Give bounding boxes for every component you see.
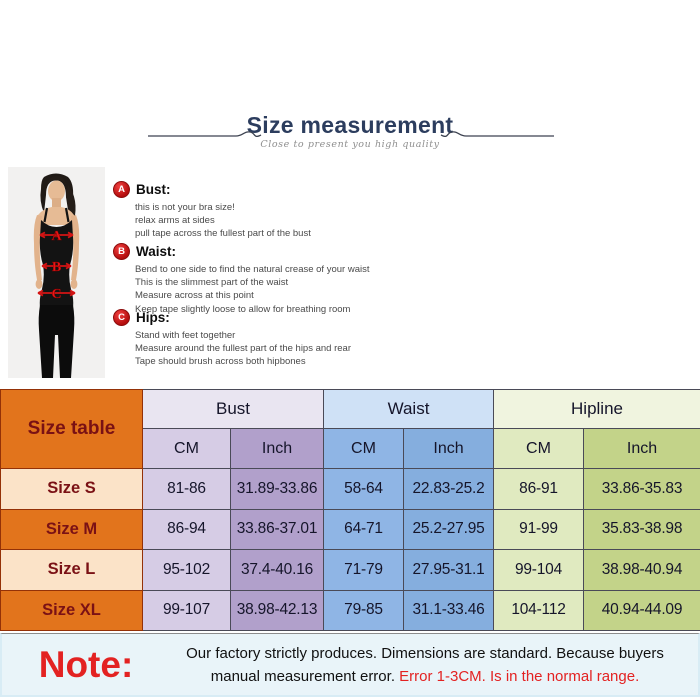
cell-waist-cm: 71-79 <box>323 549 404 591</box>
section-label-bust: Bust: <box>136 182 171 197</box>
badge-a-icon: A <box>113 181 130 198</box>
instruction-line: Measure across at this point <box>135 290 254 302</box>
camisole <box>39 220 74 307</box>
table-row-size-xl: Size XL 99-107 38.98-42.13 79-85 31.1-33… <box>0 589 700 631</box>
table-row-size-s: Size S 81-86 31.89-33.86 58-64 22.83-25.… <box>0 468 700 510</box>
badge-b-icon: B <box>113 243 130 260</box>
right-strap <box>64 207 70 223</box>
instruction-line: Bend to one side to find the natural cre… <box>135 264 370 275</box>
instruction-section-hips: C Hips: Stand with feet together Measure… <box>113 309 351 369</box>
subheader-hipline-inch: Inch <box>582 428 700 469</box>
instruction-section-bust: A Bust: this is not your bra size! relax… <box>113 181 311 241</box>
flourish-left-icon <box>148 131 262 137</box>
face <box>48 180 65 202</box>
cell-bust-inch: 33.86-37.01 <box>230 508 324 550</box>
instruction-line: this is not your bra size! <box>135 202 235 213</box>
pants <box>38 305 75 378</box>
bust-arrow <box>39 231 74 239</box>
row-label: Size S <box>0 468 143 510</box>
page-subtitle: Close to present you high quality <box>260 139 440 150</box>
section-label-hips: Hips: <box>136 310 170 325</box>
instruction-line: This is the slimmest part of the waist <box>135 277 289 289</box>
title-block: Size measurement Close to present you hi… <box>0 112 700 164</box>
instruction-section-waist: B Waist: Bend to one side to find the na… <box>113 243 369 316</box>
column-group-waist: Waist <box>323 389 494 429</box>
page-title: Size measurement <box>246 112 454 138</box>
hair <box>40 173 74 223</box>
table-row-size-m: Size M 86-94 33.86-37.01 64-71 25.2-27.9… <box>0 508 700 550</box>
left-hand <box>35 279 43 289</box>
hips-arrow <box>37 289 76 297</box>
subheader-bust-cm: CM <box>142 428 231 469</box>
row-label: Size XL <box>0 589 143 631</box>
marker-a-label: A <box>51 229 62 244</box>
instruction-line: Stand with feet together <box>135 330 236 341</box>
instruction-line: Tape should brush across both hipbones <box>135 356 306 368</box>
cell-waist-inch: 25.2-27.95 <box>403 508 494 550</box>
left-arm <box>33 215 42 280</box>
section-label-waist: Waist: <box>136 244 176 259</box>
cell-waist-inch: 31.1-33.46 <box>403 589 494 631</box>
cell-bust-cm: 86-94 <box>142 508 231 550</box>
cell-hipline-inch: 40.94-44.09 <box>582 589 700 631</box>
size-table: Size table Bust Waist Hipline CM Inch CM… <box>0 389 700 631</box>
subheader-waist-cm: CM <box>323 428 404 469</box>
cell-waist-inch: 27.95-31.1 <box>403 549 494 591</box>
cell-bust-cm: 95-102 <box>142 549 231 591</box>
cell-waist-cm: 64-71 <box>323 508 404 550</box>
flourish-right-icon <box>440 131 554 137</box>
waist-arrow <box>41 262 72 270</box>
instruction-line: pull tape across the fullest part of the… <box>135 228 311 240</box>
cell-hipline-cm: 91-99 <box>493 508 584 550</box>
cell-hipline-cm: 86-91 <box>493 468 584 510</box>
hair-front <box>47 176 66 185</box>
cell-hipline-cm: 104-112 <box>493 589 584 631</box>
instruction-line: Measure around the fullest part of the h… <box>135 343 351 355</box>
row-label: Size L <box>0 549 143 591</box>
subheader-bust-inch: Inch <box>230 428 324 469</box>
note-text: Our factory strictly produces. Dimension… <box>170 642 698 688</box>
table-corner-label: Size table <box>0 389 143 469</box>
cell-waist-cm: 58-64 <box>323 468 404 510</box>
instruction-line: relax arms at sides <box>135 215 215 227</box>
cell-hipline-cm: 99-104 <box>493 549 584 591</box>
cell-hipline-inch: 33.86-35.83 <box>582 468 700 510</box>
row-label: Size M <box>0 508 143 550</box>
column-group-bust: Bust <box>142 389 324 429</box>
marker-b-label: B <box>52 260 61 275</box>
badge-c-icon: C <box>113 309 130 326</box>
note-line1: Our factory strictly produces. Dimension… <box>186 644 664 662</box>
subheader-waist-inch: Inch <box>403 428 494 469</box>
cell-bust-inch: 37.4-40.16 <box>230 549 324 591</box>
table-row-size-l: Size L 95-102 37.4-40.16 71-79 27.95-31.… <box>0 549 700 591</box>
note-label: Note: <box>38 643 134 685</box>
marker-c-label: C <box>51 287 61 302</box>
column-group-hipline: Hipline <box>492 389 700 429</box>
right-arm <box>71 215 80 280</box>
neck <box>52 198 61 208</box>
note-line2-black: manual measurement error. <box>210 667 395 685</box>
cell-hipline-inch: 35.83-38.98 <box>582 508 700 550</box>
cell-bust-cm: 99-107 <box>142 589 231 631</box>
subheader-hipline-cm: CM <box>493 428 584 469</box>
cell-bust-inch: 31.89-33.86 <box>230 468 324 510</box>
cell-hipline-inch: 38.98-40.94 <box>582 549 700 591</box>
cell-waist-cm: 79-85 <box>323 589 404 631</box>
cell-waist-inch: 22.83-25.2 <box>403 468 494 510</box>
right-hand <box>70 279 78 289</box>
note-banner: Note: Our factory strictly produces. Dim… <box>0 633 700 697</box>
cell-bust-inch: 38.98-42.13 <box>230 589 324 631</box>
left-strap <box>43 207 49 223</box>
model-photo: A B C <box>8 167 105 378</box>
model-figure-illustration: A B C <box>8 167 105 378</box>
cell-bust-cm: 81-86 <box>142 468 231 510</box>
note-line2-red: Error 1-3CM. Is in the normal range. <box>399 667 640 685</box>
instruction-line: Keep tape slightly loose to allow for br… <box>135 303 351 315</box>
